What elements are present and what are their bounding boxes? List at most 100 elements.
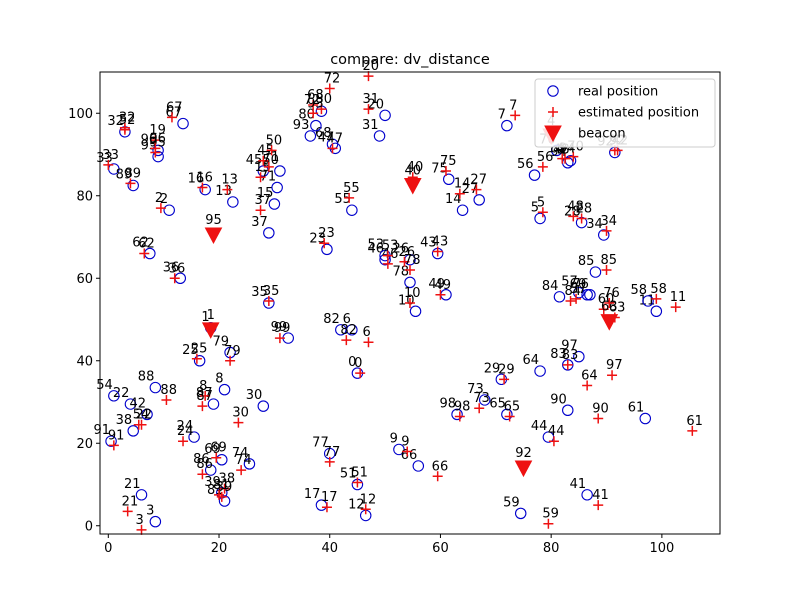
estimated-position-label: 43 [432,234,449,249]
legend-real-position-icon [547,85,559,97]
real-position-marker [528,169,541,181]
estimated-position-label: 51 [351,465,368,480]
estimated-position-label: 38 [219,472,236,487]
estimated-position-marker [263,295,274,306]
estimated-position-label: 27 [470,173,487,188]
estimated-position-label: 99 [274,321,291,336]
estimated-position-label: 84 [565,284,582,299]
legend-beacon-label: beacon [578,127,626,142]
estimated-position-label: 14 [454,177,471,192]
estimated-position-label: 66 [432,459,449,474]
estimated-position-label: 0 [354,356,362,371]
beacon-label: 95 [205,213,222,228]
estimated-position-marker [405,298,415,308]
real-position-label: 82 [323,312,340,327]
estimated-position-label: 88 [160,383,177,398]
estimated-position-label: 4 [556,142,564,157]
estimated-position-marker [103,159,114,170]
estimated-position-label: 31 [362,92,379,107]
estimated-position-marker [133,419,144,430]
real-position-label: 49 [428,277,445,292]
real-position-label: 90 [550,392,567,407]
estimated-position-label: 74 [235,453,252,468]
real-position-label: 93 [293,118,310,133]
y-tick-label: 60 [76,272,93,287]
real-position-marker [642,295,654,307]
estimated-position-label: 52 [119,113,136,128]
estimated-position-label: 16 [196,171,213,186]
estimated-position-label: 19 [149,123,166,138]
estimated-position-marker [593,413,604,424]
real-position-label: 75 [431,161,448,176]
real-position-marker [149,381,162,394]
estimated-position-marker [601,225,612,236]
estimated-position-label: 9 [401,435,409,450]
y-tick-label: 0 [85,519,93,534]
beacon-marker [403,177,422,195]
real-position-label: 30 [246,388,263,403]
estimated-position-label: 29 [498,362,515,377]
estimated-position-marker [562,359,573,370]
estimated-position-label: 80 [315,92,332,107]
estimated-position-label: 35 [263,284,280,299]
estimated-position-label: 62 [138,237,155,252]
estimated-position-marker [402,446,413,457]
estimated-position-marker [598,304,609,315]
estimated-position-marker [321,502,332,513]
legend-entry: estimated position [548,106,699,121]
real-position-marker [581,288,593,301]
estimated-position-marker [432,246,443,257]
real-position-marker [127,425,139,437]
real-position-label: 17 [304,487,321,502]
estimated-position-marker [197,469,208,480]
real-position-label: 6 [343,312,351,327]
estimated-position-marker [548,436,559,447]
estimated-position-label: 47 [327,131,344,146]
real-position-label: 59 [503,495,520,510]
real-position-label: 96 [141,132,158,147]
legend-estimated-position-label: estimated position [578,106,699,121]
estimated-position-marker [607,370,618,381]
estimated-position-label: 8 [199,379,207,394]
legend-beacon-icon [544,125,562,143]
real-position-marker [589,266,602,278]
estimated-position-label: 77 [324,445,341,460]
real-position-marker [124,398,137,410]
estimated-position-marker [214,489,225,500]
estimated-position-label: 49 [434,278,451,293]
estimated-position-marker [363,71,374,82]
real-position-marker [152,144,164,157]
real-position-label: 15 [257,186,274,201]
real-position-label: 24 [177,419,194,434]
real-position-marker [152,150,164,163]
estimated-position-marker [166,112,177,123]
x-tick-label: 60 [432,541,449,556]
real-position-marker [304,130,317,142]
estimated-position-marker [435,289,446,300]
real-position-marker [177,117,189,130]
estimated-position-marker [504,411,515,422]
legend-estimated-position-icon [548,107,558,117]
real-position-marker [141,408,153,421]
estimated-position-marker [382,250,393,261]
estimated-position-marker [593,500,604,511]
estimated-position-marker [363,337,374,348]
real-position-label: 39 [204,475,221,490]
estimated-position-label: 75 [440,154,457,169]
real-position-label: 80 [298,108,315,123]
estimated-position-label: 48 [567,199,584,214]
estimated-position-marker [150,143,161,154]
estimated-position-marker [139,248,150,259]
estimated-position-marker [537,161,548,172]
real-position-label: 46 [368,242,385,257]
estimated-position-label: 79 [224,344,241,359]
real-position-label: 35 [251,285,268,300]
estimated-position-label: 13 [221,173,238,188]
estimated-position-marker [568,211,579,222]
real-position-label: 53 [368,238,385,253]
real-position-label: 16 [188,172,205,187]
estimated-position-marker [543,518,554,529]
estimated-position-label: 54 [133,408,150,423]
estimated-position-marker [258,155,269,166]
